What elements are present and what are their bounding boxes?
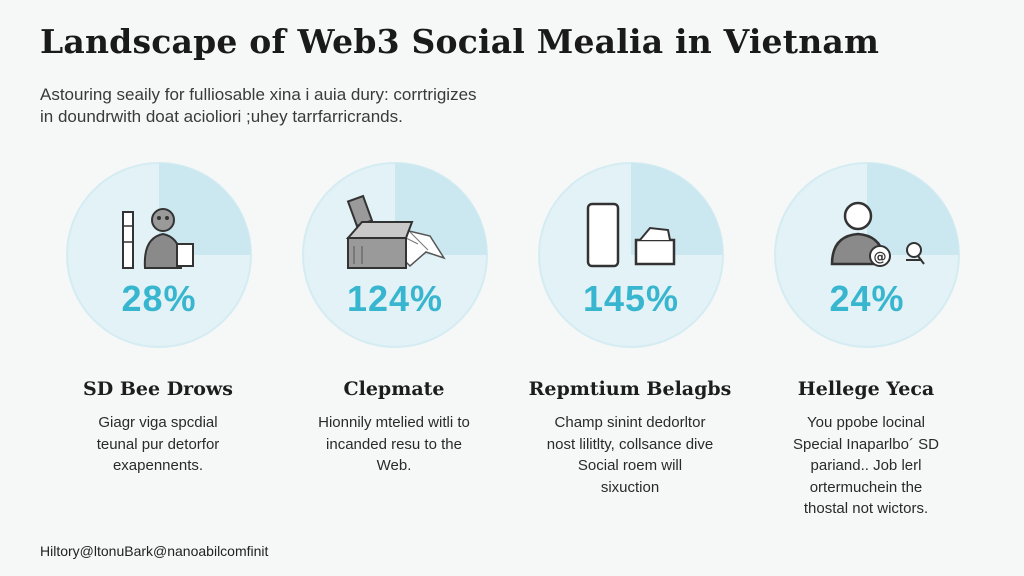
description-line: pariand.. Job lerl bbox=[810, 457, 922, 474]
stat-title: Clepmate bbox=[343, 378, 445, 400]
stat-description: Giagr viga spcdial teunal pur detorfor e… bbox=[38, 412, 278, 477]
page-subtitle: Astouring seaily for fulliosable xina i … bbox=[40, 84, 600, 128]
stat-title: Hellege Yeca bbox=[797, 378, 935, 400]
description-line: ortermuchein the bbox=[809, 478, 923, 496]
stat-title: SD Bee Drows bbox=[83, 378, 233, 400]
description-line: Web. bbox=[376, 457, 412, 474]
stat-circle: 124% bbox=[300, 160, 490, 350]
person-with-device-icon bbox=[122, 208, 194, 269]
stat-percent: 28% bbox=[121, 278, 197, 319]
stat-percent: 24% bbox=[829, 278, 905, 319]
stat-circle: 28% bbox=[64, 160, 254, 350]
box-and-map-icon bbox=[345, 194, 446, 269]
page-title: Landscape of Web3 Social Mealia in Vietn… bbox=[40, 22, 880, 61]
description-line: sixuction bbox=[600, 478, 660, 496]
subtitle-line: in doundrwith doat acioliori ;uhey tarrf… bbox=[40, 107, 403, 126]
stat-card-2: 124% Clepmate Hionnily mtelied witli to … bbox=[274, 160, 514, 530]
description-line: teunal pur detorfor bbox=[96, 435, 220, 453]
description-line: nost lilitlty, collsance dive bbox=[546, 435, 714, 453]
svg-text:@: @ bbox=[874, 250, 887, 265]
person-with-at-sign-icon: @ bbox=[830, 201, 925, 267]
stat-card-3: 145% Repmtium Belagbs Champ sinint dedor… bbox=[510, 160, 750, 530]
stat-circle: @ 24% bbox=[772, 160, 962, 350]
stat-percent: 124% bbox=[346, 278, 444, 319]
description-line: Social roem will bbox=[577, 457, 683, 474]
stat-card-1: 28% SD Bee Drows Giagr viga spcdial teun… bbox=[38, 160, 278, 530]
phone-and-laptop-icon bbox=[586, 202, 676, 268]
footer-credit: Hiltory@ltonuBark@nanoabilcomfinit bbox=[40, 543, 269, 559]
stat-circle: 145% bbox=[536, 160, 726, 350]
description-line: You ppobe locinal bbox=[807, 414, 925, 431]
stat-title: Repmtium Belagbs bbox=[528, 378, 732, 400]
stat-card-4: @ 24% Hellege Yeca You ppobe locinal Spe… bbox=[746, 160, 986, 530]
stat-percent: 145% bbox=[582, 278, 680, 319]
stat-description: Hionnily mtelied witli to incanded resu … bbox=[274, 412, 514, 477]
description-line: incanded resu to the bbox=[326, 435, 462, 453]
description-line: Special Inaparlbo´ SD bbox=[793, 435, 939, 453]
description-line: exapennents. bbox=[112, 457, 204, 474]
description-line: thostal not wictors. bbox=[803, 500, 929, 517]
stat-description: Champ sinint dedorltor nost lilitlty, co… bbox=[510, 412, 750, 498]
description-line: Champ sinint dedorltor bbox=[554, 414, 706, 431]
subtitle-line: Astouring seaily for fulliosable xina i … bbox=[40, 85, 477, 104]
stat-description: You ppobe locinal Special Inaparlbo´ SD … bbox=[746, 412, 986, 520]
description-line: Giagr viga spcdial bbox=[98, 414, 218, 431]
description-line: Hionnily mtelied witli to bbox=[318, 414, 470, 431]
